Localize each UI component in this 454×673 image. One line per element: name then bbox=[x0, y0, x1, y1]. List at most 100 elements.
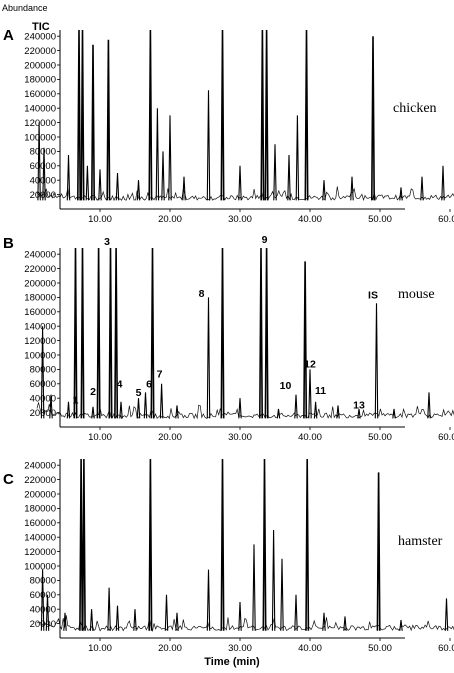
peak-annotation: 9 bbox=[262, 234, 268, 246]
peak-mark bbox=[136, 180, 141, 201]
peak-mark bbox=[313, 401, 318, 419]
y-tick-label: 40000 bbox=[30, 394, 56, 405]
x-tick-label: 60.00 bbox=[438, 432, 454, 443]
peak-mark bbox=[49, 394, 53, 419]
peak-mark bbox=[238, 165, 242, 201]
peak-mark bbox=[80, 29, 85, 201]
peak-mark bbox=[119, 401, 123, 419]
peak-annotation: 3 bbox=[104, 236, 110, 248]
y-tick-label: 180000 bbox=[24, 75, 56, 86]
peak-mark bbox=[40, 569, 45, 631]
peak-mark bbox=[206, 569, 211, 631]
peak-annotation: 11 bbox=[315, 385, 326, 397]
x-tick-label: 50.00 bbox=[368, 214, 392, 225]
peak-mark bbox=[66, 401, 71, 419]
peak-mark bbox=[322, 180, 326, 201]
peak-mark bbox=[259, 247, 263, 419]
peak-mark bbox=[305, 458, 310, 631]
peak-mark bbox=[220, 29, 225, 201]
y-tick-label: 220000 bbox=[24, 475, 56, 486]
peak-mark bbox=[376, 472, 381, 631]
peak-mark bbox=[294, 594, 298, 631]
peak-mark bbox=[280, 558, 284, 631]
baseline-trace bbox=[36, 615, 454, 632]
peak-annotation: 12 bbox=[304, 358, 316, 370]
peak-mark bbox=[322, 612, 326, 631]
peak-mark bbox=[168, 115, 172, 201]
x-tick-label: 10.00 bbox=[88, 643, 112, 654]
peak-annotation: 13 bbox=[353, 399, 365, 411]
peak-mark bbox=[45, 594, 50, 631]
x-tick-label: 30.00 bbox=[228, 214, 252, 225]
y-tick-label: 200000 bbox=[24, 489, 56, 500]
peak-mark bbox=[276, 408, 281, 419]
peak-mark bbox=[66, 154, 71, 201]
peak-annotation: 4 bbox=[117, 379, 123, 391]
y-tick-label: 100000 bbox=[24, 561, 56, 572]
peak-annotation: 10 bbox=[280, 380, 292, 392]
peak-mark bbox=[148, 29, 153, 201]
y-tick-label: 240000 bbox=[24, 32, 56, 43]
peak-mark bbox=[155, 108, 160, 201]
peak-mark bbox=[350, 176, 354, 201]
x-tick-label: 50.00 bbox=[368, 432, 392, 443]
peak-mark bbox=[85, 165, 90, 201]
x-tick-label: 10.00 bbox=[88, 432, 112, 443]
y-tick-label: 120000 bbox=[24, 118, 56, 129]
x-tick-label: 60.00 bbox=[438, 214, 454, 225]
y-tick-label: 240000 bbox=[24, 461, 56, 472]
peak-mark bbox=[175, 612, 179, 631]
peak-annotation: 8 bbox=[199, 288, 205, 300]
y-tick-label: 180000 bbox=[24, 504, 56, 515]
peak-mark bbox=[79, 458, 84, 631]
y-tick-label: 40000 bbox=[30, 605, 56, 616]
peak-mark bbox=[399, 619, 403, 631]
peak-mark bbox=[143, 392, 148, 419]
peak-annotation: 1 bbox=[73, 394, 79, 406]
peak-annotation: 5 bbox=[136, 387, 142, 399]
y-tick-label: 80000 bbox=[30, 147, 56, 158]
y-tick-label: 140000 bbox=[24, 104, 56, 115]
peak-mark bbox=[133, 609, 137, 631]
peak-mark bbox=[91, 406, 95, 419]
y-tick-label: 140000 bbox=[24, 322, 56, 333]
x-tick-label: 20.00 bbox=[158, 643, 182, 654]
peak-mark bbox=[91, 44, 95, 201]
x-tick-label: 30.00 bbox=[228, 643, 252, 654]
y-tick-label: 100000 bbox=[24, 132, 56, 143]
y-tick-label: 160000 bbox=[24, 89, 56, 100]
peak-mark bbox=[150, 247, 155, 419]
peak-mark bbox=[220, 247, 225, 419]
x-tick-label: 50.00 bbox=[368, 643, 392, 654]
peak-mark bbox=[264, 29, 269, 201]
peak-mark bbox=[77, 29, 81, 201]
peak-mark bbox=[220, 458, 225, 631]
peak-mark bbox=[161, 151, 165, 201]
tic-label: TIC bbox=[32, 21, 50, 33]
peak-mark bbox=[114, 247, 119, 419]
y-tick-label: 120000 bbox=[24, 336, 56, 347]
y-tick-label: 140000 bbox=[24, 533, 56, 544]
peak-mark bbox=[374, 303, 379, 419]
peak-annotation: 7 bbox=[157, 368, 163, 380]
peak-mark bbox=[295, 115, 300, 201]
peak-mark bbox=[42, 147, 46, 201]
x-tick-label: 60.00 bbox=[438, 643, 454, 654]
peak-mark bbox=[115, 172, 120, 201]
abundance-label: Abundance bbox=[2, 3, 48, 13]
y-tick-label: 200000 bbox=[24, 60, 56, 71]
peak-mark bbox=[206, 90, 211, 201]
peak-mark bbox=[115, 605, 120, 631]
panel-b-letter: B bbox=[3, 235, 14, 252]
peak-mark bbox=[420, 176, 424, 201]
y-tick-label: 20000 bbox=[30, 619, 56, 630]
x-tick-label: 20.00 bbox=[158, 214, 182, 225]
sample-label-hamster: hamster bbox=[398, 534, 443, 549]
x-tick-label: 20.00 bbox=[158, 432, 182, 443]
peak-mark bbox=[336, 405, 340, 419]
peak-mark bbox=[303, 261, 308, 419]
x-tick-label: 40.00 bbox=[298, 432, 322, 443]
peak-mark bbox=[273, 144, 277, 201]
peak-mark bbox=[399, 187, 403, 201]
